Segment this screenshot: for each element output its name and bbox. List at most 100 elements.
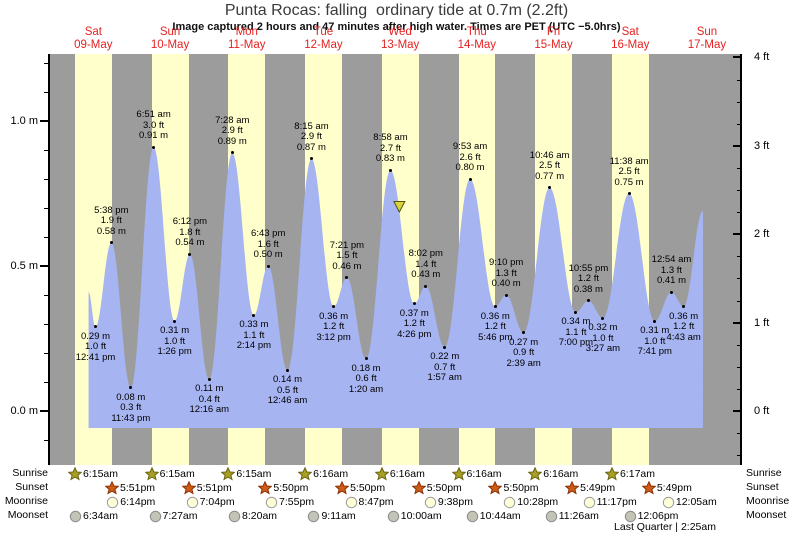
axis-minor-tick bbox=[44, 208, 49, 209]
moonrise-entry: 12:05am bbox=[662, 495, 717, 509]
tide-extreme-label: 0.29 m 1.0 ft 12:41 pm bbox=[75, 330, 116, 363]
axis-minor-tick bbox=[737, 190, 742, 191]
sunrise-entry: 6:16am bbox=[451, 467, 502, 481]
day-column-label: Thu 14-May bbox=[457, 26, 497, 51]
tide-extreme-label: 0.34 m 1.1 ft 7:00 pm bbox=[558, 316, 594, 349]
astro-time: 6:34am bbox=[82, 510, 119, 522]
axis-minor-tick bbox=[44, 237, 49, 238]
sunrise-star-icon bbox=[374, 467, 389, 481]
moonset-entry: 10:44am bbox=[466, 509, 521, 523]
astro-time: 12:05am bbox=[675, 496, 717, 508]
moonrise-moon-icon bbox=[265, 496, 278, 508]
tide-extreme-point bbox=[173, 319, 177, 323]
sunrise-entry: 6:17am bbox=[604, 467, 655, 481]
moonrise-entry: 8:47pm bbox=[345, 495, 394, 509]
axis-tick-label: 3 ft bbox=[754, 139, 770, 152]
moonrise-entry: 10:28pm bbox=[503, 495, 558, 509]
axis-minor-tick bbox=[44, 63, 49, 64]
axis-minor-tick bbox=[44, 92, 49, 93]
tide-extreme-label: 7:21 pm 1.5 ft 0.46 m bbox=[329, 239, 365, 272]
moon-phase-note: Last Quarter | 2:25am bbox=[614, 521, 716, 533]
astro-time: 5:51pm bbox=[196, 482, 232, 494]
tide-extreme-label: 0.36 m 1.2 ft 4:43 am bbox=[666, 310, 701, 343]
moonset-entry: 9:11am bbox=[307, 509, 356, 523]
moonset-entry: 7:27am bbox=[149, 509, 198, 523]
astro-time: 12:06pm bbox=[637, 510, 679, 522]
astro-time: 5:50pm bbox=[273, 482, 309, 494]
astro-time: 6:17am bbox=[619, 468, 655, 480]
tide-extreme-label: 0.27 m 0.9 ft 2:39 am bbox=[506, 336, 541, 369]
moonset-moon-icon bbox=[308, 510, 320, 522]
right-axis-line bbox=[740, 54, 742, 465]
sunrise-row-label-left: Sunrise bbox=[12, 467, 48, 479]
tide-extreme-point bbox=[188, 252, 192, 256]
tide-extreme-point bbox=[601, 316, 605, 320]
sunrise-entry: 6:15am bbox=[221, 467, 271, 481]
sunset-entry: 5:51pm bbox=[181, 481, 232, 495]
tide-extreme-label: 12:54 am 1.3 ft 0.41 m bbox=[651, 254, 692, 287]
astro-time: 5:50pm bbox=[426, 482, 462, 494]
tide-extreme-label: 0.36 m 1.2 ft 5:46 pm bbox=[478, 310, 513, 343]
moonset-moon-icon bbox=[149, 510, 161, 522]
astro-time: 6:16am bbox=[466, 468, 502, 480]
axis-minor-tick bbox=[44, 353, 49, 354]
axis-minor-tick bbox=[737, 278, 742, 280]
moonset-moon-icon bbox=[69, 510, 82, 522]
tide-extreme-point bbox=[522, 331, 526, 335]
tide-extreme-point bbox=[682, 305, 686, 309]
moonrise-entry: 7:04pm bbox=[186, 495, 235, 509]
tide-extreme-label: 7:28 am 2.9 ft 0.89 m bbox=[215, 114, 250, 147]
tide-extreme-label: 0.31 m 1.0 ft 7:41 pm bbox=[637, 325, 672, 358]
day-column-label: Sun 17-May bbox=[687, 26, 727, 51]
astro-time: 7:04pm bbox=[199, 496, 235, 508]
day-column-label: Sat 16-May bbox=[611, 26, 650, 51]
axis-tick-label: 0 ft bbox=[754, 405, 770, 417]
moonset-entry: 12:06pm bbox=[624, 509, 679, 523]
astro-time: 6:15am bbox=[159, 468, 195, 480]
axis-tick bbox=[733, 410, 742, 412]
tide-extreme-label: 9:10 pm 1.3 ft 0.40 m bbox=[488, 257, 524, 289]
axis-minor-tick bbox=[737, 300, 742, 302]
astro-time: 11:17pm bbox=[596, 496, 637, 508]
axis-minor-tick bbox=[737, 455, 742, 457]
tide-extreme-point bbox=[493, 305, 497, 309]
moonrise-entry: 11:17pm bbox=[583, 495, 637, 509]
astro-time: 8:47pm bbox=[358, 496, 394, 508]
moonset-moon-icon bbox=[466, 510, 478, 522]
moonset-moon-icon bbox=[387, 510, 399, 522]
day-column-label: Sun 10-May bbox=[150, 26, 190, 51]
tide-extreme-point bbox=[669, 290, 673, 294]
axis-minor-tick bbox=[737, 212, 742, 214]
astro-time: 6:15am bbox=[82, 468, 118, 480]
tide-extreme-point bbox=[586, 299, 590, 303]
axis-tick bbox=[733, 233, 742, 236]
tide-extreme-label: 6:51 am 3.0 ft 0.91 m bbox=[136, 109, 171, 142]
axis-tick bbox=[733, 144, 742, 147]
axis-tick-label: 1 ft bbox=[754, 316, 770, 329]
sunrise-entry: 6:15am bbox=[67, 467, 118, 481]
page-subtitle: Image captured 2 hours and 47 minutes af… bbox=[172, 21, 621, 33]
tide-extreme-point bbox=[653, 319, 657, 323]
sunset-entry: 5:50pm bbox=[488, 481, 539, 495]
moonrise-moon-icon bbox=[662, 496, 675, 508]
day-column-label: Fri 15-May bbox=[534, 26, 573, 51]
tide-extreme-label: 0.14 m 0.5 ft 12:46 am bbox=[267, 374, 308, 407]
axis-tick bbox=[40, 265, 49, 267]
tide-extreme-point bbox=[504, 293, 508, 297]
sunset-row-label-right: Sunset bbox=[746, 481, 779, 493]
sunset-entry: 5:50pm bbox=[411, 481, 462, 495]
tide-extreme-label: 0.08 m 0.3 ft 11:43 pm bbox=[111, 391, 151, 424]
axis-minor-tick bbox=[737, 388, 742, 390]
sunset-star-icon bbox=[641, 481, 656, 495]
sunrise-entry: 6:16am bbox=[374, 467, 425, 481]
axis-minor-tick bbox=[737, 433, 742, 435]
axis-minor-tick bbox=[737, 123, 742, 125]
sunset-entry: 5:49pm bbox=[565, 481, 615, 495]
tide-area bbox=[88, 147, 703, 428]
astro-time: 6:14pm bbox=[120, 496, 156, 508]
sunrise-entry: 6:16am bbox=[298, 467, 348, 481]
page-title: Punta Rocas: falling ordinary tide at 0.… bbox=[224, 2, 569, 19]
sunset-entry: 5:51pm bbox=[105, 481, 155, 495]
tide-extreme-point bbox=[574, 310, 578, 314]
